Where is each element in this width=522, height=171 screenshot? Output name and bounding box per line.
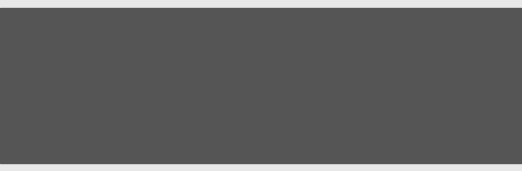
Text: Suppose that $U(x; y) = xe^{y} + y\sin z$ , and that $x$, $y$ and $z$ can be mea: Suppose that $U(x; y) = xe^{y} + y\sin z…: [5, 39, 522, 56]
Text: maximum possible error in calculating $U$ if $x = 2$,  $y = \ln 3$ and $z = \dfr: maximum possible error in calculating $U…: [5, 128, 454, 152]
Text: possible errors of $\pm 0{,}8$ units,  $\pm 0{,}5$ units and $\pm\dfrac{\pi}{15}: possible errors of $\pm 0{,}8$ units, $\…: [5, 80, 522, 104]
